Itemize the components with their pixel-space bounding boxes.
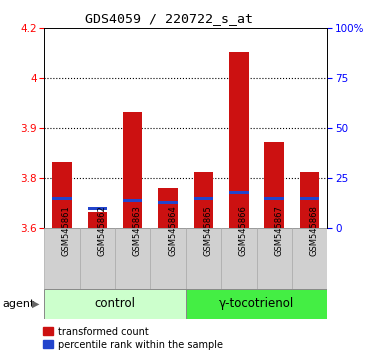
Bar [123,199,142,202]
Bar [300,172,319,228]
Bar [264,142,284,228]
Text: GSM545867: GSM545867 [274,205,283,256]
Text: GSM545868: GSM545868 [310,205,318,256]
Bar [194,196,213,200]
Bar [194,172,213,228]
Text: GSM545861: GSM545861 [62,205,71,256]
Bar [80,228,115,289]
Bar [264,196,284,200]
Legend: transformed count, percentile rank within the sample: transformed count, percentile rank withi… [44,327,223,349]
Bar [186,289,327,319]
Bar [158,200,178,204]
Bar [292,228,327,289]
Text: GSM545862: GSM545862 [97,205,106,256]
Text: GSM545865: GSM545865 [203,205,213,256]
Text: GDS4059 / 220722_s_at: GDS4059 / 220722_s_at [85,12,253,25]
Bar [44,228,80,289]
Bar [221,228,256,289]
Bar [52,162,72,228]
Bar [88,206,107,210]
Bar [44,289,186,319]
Bar [256,228,292,289]
Text: GSM545866: GSM545866 [239,205,248,256]
Text: ▶: ▶ [32,299,39,309]
Text: GSM545864: GSM545864 [168,205,177,256]
Bar [158,188,178,228]
Text: γ-tocotrienol: γ-tocotrienol [219,297,294,310]
Bar [115,228,151,289]
Bar [123,112,142,228]
Bar [229,52,249,228]
Bar [186,228,221,289]
Bar [229,190,249,194]
Text: control: control [95,297,136,310]
Text: GSM545863: GSM545863 [133,205,142,256]
Bar [300,196,319,200]
Bar [88,212,107,228]
Text: agent: agent [2,299,34,309]
Bar [52,196,72,200]
Bar [151,228,186,289]
